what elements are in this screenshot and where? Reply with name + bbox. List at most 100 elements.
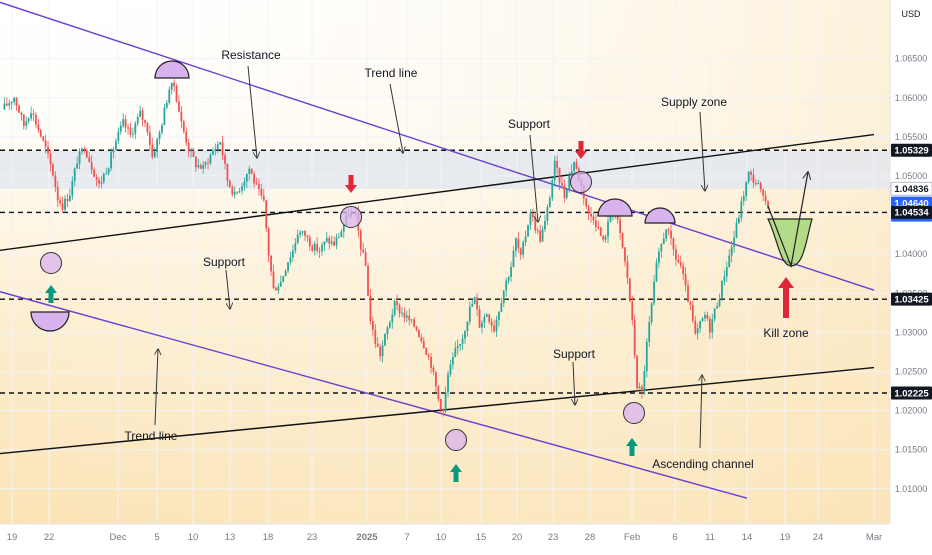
price-scale[interactable] — [890, 0, 932, 524]
candle-body — [754, 182, 757, 184]
x-tick-label: Dec — [110, 532, 127, 543]
candle-body — [590, 213, 592, 217]
candle-body — [100, 181, 103, 184]
candle-body — [291, 250, 294, 258]
y-tick-label: 1.06500 — [895, 54, 928, 64]
candle-body — [762, 189, 765, 196]
candle-body — [35, 114, 37, 125]
y-tick-label: 1.04000 — [895, 249, 928, 259]
candle-body — [592, 216, 595, 221]
candle-body — [270, 255, 272, 272]
grid — [0, 0, 890, 524]
candle-body — [279, 281, 282, 287]
candle-body — [728, 255, 731, 268]
trend-lines[interactable] — [0, 1, 875, 499]
x-tick-label: 2025 — [356, 532, 378, 543]
candle-body — [585, 198, 588, 207]
candle-body — [367, 265, 369, 296]
price-badge-label: 1.04534 — [894, 208, 929, 219]
candle-body — [321, 244, 323, 252]
annotation-trend-line-bottom: Trend line — [125, 429, 178, 443]
candle-body — [388, 322, 391, 328]
candle-body — [413, 319, 415, 327]
candle-body — [168, 89, 171, 103]
candle-body — [76, 163, 79, 169]
plot-background-tint — [0, 0, 890, 524]
candle-body — [609, 216, 612, 222]
x-tick-label: 22 — [44, 532, 55, 543]
candle-body — [643, 371, 646, 392]
candle-body — [459, 343, 462, 346]
candle-body — [645, 341, 648, 372]
y-tick-label: 1.01000 — [895, 484, 928, 494]
candle-body — [713, 308, 716, 320]
time-scale[interactable] — [0, 524, 932, 550]
candle-body — [759, 182, 762, 190]
candle-body — [512, 250, 515, 268]
price-badge-label: 1.05329 — [894, 146, 928, 157]
candle-body — [221, 142, 224, 156]
rejection-semicircle-left — [30, 311, 70, 332]
candle-body — [493, 325, 495, 332]
candle-body — [211, 150, 214, 155]
candle-body — [439, 399, 442, 410]
signal-arrows — [45, 141, 794, 482]
annotation-ascending-channel: Ascending channel — [652, 457, 753, 471]
candle-body — [151, 144, 154, 157]
y-tick-label: 1.05500 — [895, 132, 928, 142]
candle-body — [335, 237, 338, 246]
candle-body — [764, 195, 767, 202]
y-tick-label: 1.01500 — [895, 445, 928, 455]
candles — [3, 79, 769, 417]
candle-body — [505, 280, 508, 291]
candle-body — [466, 321, 469, 332]
candle-body — [624, 247, 626, 262]
candle-body — [262, 195, 265, 201]
candle-body — [500, 303, 503, 312]
candle-body — [393, 301, 396, 315]
candle-body — [47, 146, 49, 154]
candle-body — [682, 265, 685, 275]
candle-body — [289, 257, 292, 263]
candle-body — [37, 124, 40, 131]
y-tick-label: 1.02500 — [895, 366, 928, 376]
candle-body — [173, 82, 176, 87]
candle-body — [224, 155, 226, 164]
candle-body — [207, 162, 209, 164]
x-tick-label: 15 — [476, 532, 487, 543]
candle-body — [461, 338, 464, 344]
candle-body — [653, 281, 655, 304]
candle-body — [195, 156, 197, 168]
touch-circle-jan — [570, 171, 592, 193]
candle-body — [447, 374, 449, 393]
candle-body — [141, 110, 144, 121]
candle-body — [401, 312, 403, 314]
candle-body — [299, 232, 302, 235]
candle-body — [747, 171, 750, 182]
candle-body — [304, 231, 306, 236]
candle-body — [742, 195, 745, 202]
candle-body — [131, 133, 134, 135]
candle-body — [90, 161, 93, 170]
candle-body — [391, 314, 394, 323]
candle-body — [102, 174, 105, 182]
candle-body — [98, 179, 100, 184]
arrow-up-icon — [45, 285, 57, 303]
x-axis-ticks: 19 22 Dec 5 10 13 18 23 2025 7 10 15 20 23 28 Feb 6 11 14 1… — [7, 532, 882, 543]
candle-body — [258, 184, 260, 190]
candle-body — [199, 165, 202, 169]
candle-body — [338, 236, 340, 238]
candle-body — [745, 181, 748, 196]
candle-body — [740, 201, 743, 218]
candle-body — [78, 151, 81, 164]
candle-body — [362, 249, 365, 253]
price-badge — [891, 143, 932, 157]
candle-body — [730, 246, 733, 256]
candle-body — [723, 276, 726, 281]
candle-body — [570, 171, 573, 176]
candle-body — [667, 229, 670, 231]
candle-body — [71, 180, 74, 196]
candle-body — [662, 238, 665, 245]
candle-body — [495, 319, 498, 332]
